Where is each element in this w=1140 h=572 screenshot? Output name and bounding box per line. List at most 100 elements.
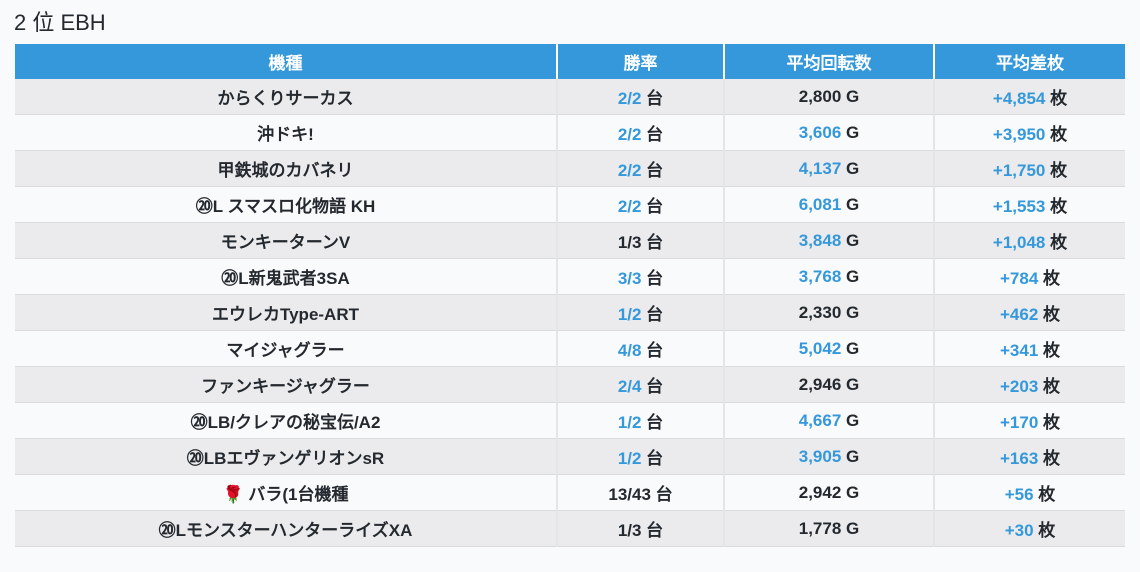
stat-unit: 枚 [1038,305,1061,324]
machine-name-cell: マイジャグラー [15,330,558,367]
machine-stats-table: 機種 勝率 平均回転数 平均差枚 からくりサーカス 2/2 台 2,800 G +4,… [15,44,1125,547]
avg-diff-cell: +30 枚 [934,510,1125,547]
win-rate-cell: 1/2 台 [557,438,725,475]
table-row: ⑳L新鬼武者3SA 3/3 台 3,768 G +784 枚 [15,258,1125,295]
machine-name-cell: ファンキージャグラー [15,366,558,403]
stat-unit: 台 [641,521,664,540]
avg-diff-cell: +56 枚 [934,474,1125,511]
stat-value: +4,854 [992,89,1046,108]
stat-value: 5,042 [798,338,842,358]
stat-value: 3/3 [617,269,642,288]
stat-unit: 台 [641,305,664,324]
avg-spins-cell: 2,946 G [724,366,935,403]
stat-value: 2,330 [798,302,842,322]
avg-spins-cell: 3,768 G [724,258,935,295]
stat-value: 3,606 [798,122,842,142]
table-row: 甲鉄城のカバネリ 2/2 台 4,137 G +1,750 枚 [15,150,1125,187]
avg-spins-cell: 1,778 G [724,510,935,547]
win-rate-cell: 2/4 台 [557,366,725,403]
stat-unit: 台 [641,341,664,360]
table-row: マイジャグラー 4/8 台 5,042 G +341 枚 [15,330,1125,367]
table-header-row: 機種 勝率 平均回転数 平均差枚 [15,44,1125,79]
stat-value: 2,946 [798,374,842,394]
win-rate-cell: 1/2 台 [557,294,725,331]
stat-unit: G [841,374,860,394]
stat-value: +462 [999,305,1039,324]
avg-diff-cell: +203 枚 [934,366,1125,403]
machine-name-cell: 🌹 バラ(1台機種 [15,474,558,511]
stat-value: 4,667 [798,410,842,430]
avg-diff-cell: +462 枚 [934,294,1125,331]
win-rate-cell: 2/2 台 [557,79,725,115]
stat-value: +3,950 [992,125,1046,144]
avg-spins-cell: 3,848 G [724,222,935,259]
stat-unit: 台 [641,449,664,468]
stat-unit: G [841,194,860,214]
stat-value: +1,750 [992,161,1046,180]
table-row: ⑳LBエヴァンゲリオンsR 1/2 台 3,905 G +163 枚 [15,438,1125,475]
avg-spins-cell: 4,667 G [724,402,935,439]
stat-value: +341 [999,341,1039,360]
stat-value: 1/2 [617,413,642,432]
avg-spins-cell: 2,942 G [724,474,935,511]
avg-diff-cell: +4,854 枚 [934,79,1125,115]
avg-diff-cell: +1,553 枚 [934,186,1125,223]
win-rate-cell: 1/2 台 [557,402,725,439]
table-row: ⑳LB/クレアの秘宝伝/A2 1/2 台 4,667 G +170 枚 [15,402,1125,439]
stat-value: +784 [999,269,1039,288]
stat-value: 3,848 [798,230,842,250]
stat-unit: 枚 [1045,197,1068,216]
stat-unit: 枚 [1045,125,1068,144]
stat-value: +203 [999,377,1039,396]
avg-spins-cell: 2,800 G [724,79,935,115]
stat-unit: 台 [641,125,664,144]
page-title: 2 位 EBH [14,10,106,35]
stat-unit: 枚 [1038,377,1061,396]
avg-diff-cell: +170 枚 [934,402,1125,439]
stat-value: 2/4 [617,377,642,396]
win-rate-cell: 13/43 台 [557,474,725,511]
stat-value: 4,137 [798,158,842,178]
stat-unit: 台 [641,161,664,180]
table-body: からくりサーカス 2/2 台 2,800 G +4,854 枚沖ドキ! 2/2 台 3,6… [15,79,1125,547]
avg-spins-cell: 2,330 G [724,294,935,331]
stat-unit: G [841,302,860,322]
stat-value: 3,768 [798,266,842,286]
win-rate-cell: 3/3 台 [557,258,725,295]
stat-unit: 枚 [1038,341,1061,360]
stat-value: 1,778 [798,518,842,538]
table-row: からくりサーカス 2/2 台 2,800 G +4,854 枚 [15,79,1125,115]
stat-unit: 台 [641,89,664,108]
avg-spins-cell: 3,606 G [724,114,935,151]
stat-value: 3,905 [798,446,842,466]
stat-unit: 枚 [1038,449,1061,468]
avg-diff-cell: +3,950 枚 [934,114,1125,151]
machine-name-cell: エウレカType-ART [15,294,558,331]
machine-name-cell: からくりサーカス [15,79,558,115]
machine-name-cell: 甲鉄城のカバネリ [15,150,558,187]
stat-value: 1/2 [617,449,642,468]
stat-unit: G [841,122,860,142]
stat-unit: G [841,410,860,430]
machine-name-cell: 沖ドキ! [15,114,558,151]
avg-diff-cell: +341 枚 [934,330,1125,367]
machine-name-cell: ⑳LモンスターハンターライズXA [15,510,558,547]
machine-name-cell: ⑳L新鬼武者3SA [15,258,558,295]
win-rate-cell: 2/2 台 [557,150,725,187]
avg-diff-cell: +1,048 枚 [934,222,1125,259]
table-row: ファンキージャグラー 2/4 台 2,946 G +203 枚 [15,366,1125,403]
stat-unit: 枚 [1038,413,1061,432]
stat-unit: G [841,266,860,286]
stat-unit: 枚 [1033,485,1056,504]
stat-value: 2/2 [617,161,642,180]
table-row: エウレカType-ART 1/2 台 2,330 G +462 枚 [15,294,1125,331]
win-rate-cell: 2/2 台 [557,114,725,151]
stat-value: +1,048 [992,233,1046,252]
column-header-win-rate: 勝率 [557,44,725,79]
table-row: 🌹 バラ(1台機種 13/43 台 2,942 G +56 枚 [15,474,1125,511]
stat-value: 2/2 [617,197,642,216]
stat-value: 2/2 [617,89,642,108]
stat-value: 2,800 [798,86,842,106]
win-rate-cell: 4/8 台 [557,330,725,367]
table-row: ⑳L スマスロ化物語 KH 2/2 台 6,081 G +1,553 枚 [15,186,1125,223]
